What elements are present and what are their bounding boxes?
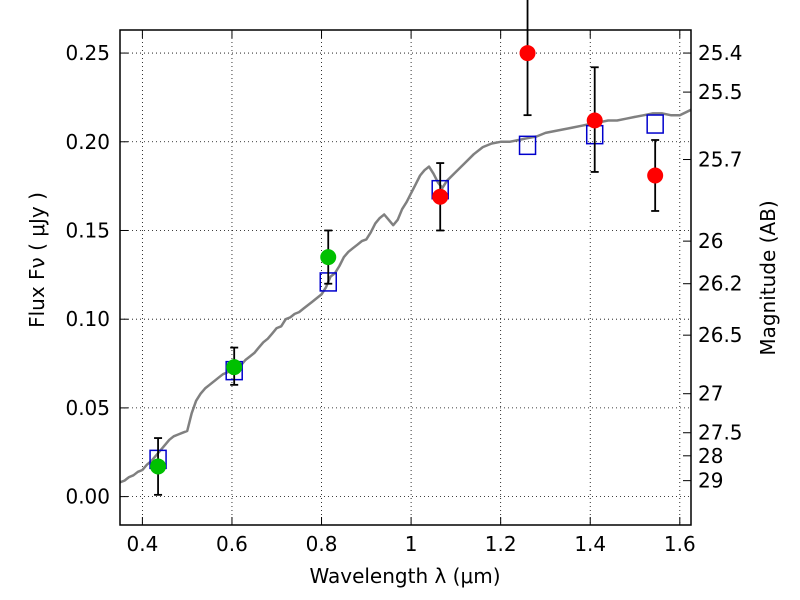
y-tick-label: 0.15 xyxy=(65,218,110,242)
y-tick-label: 0.20 xyxy=(65,130,110,154)
axis-ticks: 0.4 0.6 0.8 1 1.2 1.4 1.6 0.00 0.05 0.10 0.15 0.20 0… xyxy=(65,30,743,556)
y-tick-label: 0.05 xyxy=(65,396,110,420)
right-tick-label: 26.2 xyxy=(698,272,743,296)
model-spectrum-line xyxy=(120,108,691,484)
right-tick-label: 29 xyxy=(698,469,723,493)
right-tick-label: 25.7 xyxy=(698,148,743,172)
observed-flux-point xyxy=(519,45,536,62)
model-square-marker xyxy=(518,135,537,156)
right-tick-label: 25.4 xyxy=(698,41,743,65)
x-tick-label: 0.4 xyxy=(126,532,158,556)
observed-flux-point xyxy=(432,188,449,205)
right-tick-label: 25.5 xyxy=(698,80,743,104)
right-tick-label: 27.5 xyxy=(698,421,743,445)
model-square-marker xyxy=(646,114,664,134)
x-tick-label: 0.6 xyxy=(216,532,248,556)
right-tick-label: 26 xyxy=(698,229,723,253)
right-tick-label: 28 xyxy=(698,444,723,468)
x-tick-label: 0.8 xyxy=(306,532,338,556)
y-tick-label: 0.00 xyxy=(65,485,110,509)
observed-flux-point xyxy=(586,112,603,129)
right-tick-label: 27 xyxy=(698,382,723,406)
y-tick-label: 0.25 xyxy=(65,41,110,65)
observed-flux-point xyxy=(647,167,664,184)
y-tick-label: 0.10 xyxy=(65,307,110,331)
observed-flux-point xyxy=(320,249,337,266)
y-axis-label-right: Magnitude (AB) xyxy=(756,200,780,355)
observed-flux-point xyxy=(226,359,243,376)
x-tick-label: 1.6 xyxy=(664,532,696,556)
x-axis-label: Wavelength λ (μm) xyxy=(309,564,500,588)
x-tick-label: 1.2 xyxy=(485,532,517,556)
plot-area xyxy=(120,108,691,484)
x-tick-label: 1 xyxy=(405,532,418,556)
grid-lines xyxy=(120,30,691,525)
y-axis-label-left: Flux Fν ( μJy ) xyxy=(25,192,49,328)
observed-flux-point xyxy=(150,458,167,475)
x-tick-label: 1.4 xyxy=(574,532,606,556)
plot-frame xyxy=(119,29,692,526)
right-tick-label: 26.5 xyxy=(698,323,743,347)
data-points xyxy=(149,0,664,496)
